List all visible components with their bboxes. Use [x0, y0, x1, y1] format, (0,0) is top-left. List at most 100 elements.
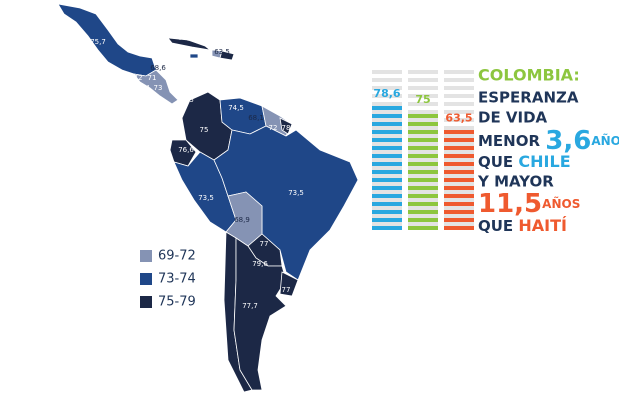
text-part: AÑOS	[591, 133, 619, 148]
stripe	[372, 138, 402, 142]
stripe-background	[444, 94, 474, 98]
stripe-background	[444, 102, 474, 106]
stripe	[372, 202, 402, 206]
central-america	[133, 69, 179, 105]
legend-swatch	[140, 296, 152, 308]
stripe-background	[408, 70, 438, 74]
uruguay	[279, 271, 299, 297]
stripe-background	[372, 182, 402, 186]
stripe-background	[372, 174, 402, 178]
infographic-line: QUE HAITÍ	[478, 216, 567, 235]
stripe	[372, 178, 402, 182]
region-value: 63,5	[214, 48, 230, 56]
text-part: MENOR	[478, 132, 545, 150]
stripe	[444, 186, 474, 190]
text-part: 3,6	[545, 126, 591, 156]
region-value: 74,4	[134, 84, 150, 92]
region-value: 72	[134, 74, 143, 82]
stripe	[372, 114, 402, 118]
region-value: 79,6	[252, 260, 268, 268]
stripe-background	[408, 166, 438, 170]
stripe	[444, 202, 474, 206]
stripe	[444, 130, 474, 134]
stripe	[408, 210, 438, 214]
stripe-background	[372, 214, 402, 218]
bar-value-label: 75	[415, 93, 430, 106]
infographic-line: 11,5AÑOS	[478, 189, 580, 219]
stripe	[372, 146, 402, 150]
text-part: HAITÍ	[518, 216, 567, 235]
stripe-background	[408, 126, 438, 130]
stripe	[444, 162, 474, 166]
bar-value-label: 63,5	[445, 111, 472, 124]
life-expectancy-bars: 78,6 75 63,5	[372, 70, 474, 230]
region-value: 78,4	[178, 34, 194, 42]
mexico	[57, 3, 157, 77]
stripe	[408, 154, 438, 158]
stripe-background	[444, 118, 474, 122]
stripe-background	[444, 190, 474, 194]
stripe-background	[444, 158, 474, 162]
stripe	[372, 162, 402, 166]
infographic-line: QUE CHILE	[478, 152, 571, 171]
landmasses	[57, 3, 359, 393]
stripe	[444, 218, 474, 222]
argentina	[233, 237, 287, 391]
infographic-line: DE VIDA	[478, 109, 548, 127]
text-part: QUE	[478, 153, 518, 171]
stripe-background	[372, 94, 402, 98]
stripe	[408, 130, 438, 134]
stripe	[372, 130, 402, 134]
text-part: CHILE	[518, 152, 570, 171]
region-value: 78	[220, 64, 229, 72]
stripe	[372, 210, 402, 214]
stripe-background	[408, 110, 438, 114]
stripe	[372, 154, 402, 158]
region-value: 68,9	[234, 216, 250, 224]
stripe-background	[372, 190, 402, 194]
cuba	[167, 37, 212, 51]
stripe	[408, 170, 438, 174]
stripe	[372, 106, 402, 110]
region-value: 76,6	[178, 146, 194, 154]
stripe	[408, 162, 438, 166]
region-value: 73,5	[198, 194, 214, 202]
region-value: 72	[269, 124, 278, 132]
stripe-background	[408, 86, 438, 90]
stripe	[408, 194, 438, 198]
legend-label: 75-79	[158, 295, 196, 310]
stripe-background	[372, 118, 402, 122]
stripe-background	[408, 182, 438, 186]
stripe	[444, 194, 474, 198]
region-value: 71	[148, 74, 157, 82]
stripe-background	[444, 110, 474, 114]
legend-swatch	[140, 250, 152, 262]
stripe	[444, 146, 474, 150]
stripe-background	[372, 206, 402, 210]
infographic-line: ESPERANZA	[478, 89, 579, 107]
french-guiana	[279, 117, 293, 135]
stripe	[444, 178, 474, 182]
stripe	[372, 170, 402, 174]
map-labels: 75,7 78,4 73,6 63,5 78 68,6 72 71 74,4 73 78,4 78,5…	[90, 34, 304, 310]
stripe	[408, 122, 438, 126]
stripe-background	[444, 126, 474, 130]
stripe-background	[408, 102, 438, 106]
stripe-background	[408, 94, 438, 98]
text-part: QUE	[478, 217, 518, 235]
region-value: 77	[260, 240, 269, 248]
region-value: 73,5	[288, 189, 304, 197]
stripe-background	[408, 214, 438, 218]
legend-label: 69-72	[158, 249, 196, 264]
region-value: 68,6	[150, 64, 166, 72]
stripe	[444, 154, 474, 158]
region-value: 78,5	[178, 96, 194, 104]
stripe-background	[408, 222, 438, 226]
region-value: 73,6	[180, 66, 196, 74]
stripe-background	[408, 78, 438, 82]
stripe-background	[372, 158, 402, 162]
stripe	[408, 186, 438, 190]
stripe	[444, 226, 474, 230]
stripe-background	[408, 142, 438, 146]
stripe-background	[372, 86, 402, 90]
